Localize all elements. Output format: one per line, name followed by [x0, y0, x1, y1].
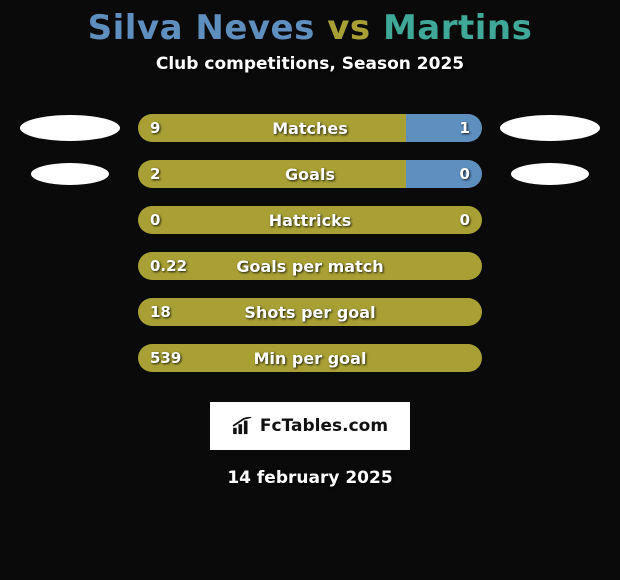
- left-value: 18: [138, 303, 183, 321]
- right-value: 0: [448, 206, 482, 234]
- vs-word: vs: [327, 8, 370, 48]
- ellipse-icon: [31, 163, 109, 185]
- fctables-logo[interactable]: FcTables.com: [210, 402, 410, 450]
- player1-name: Silva Neves: [88, 8, 315, 48]
- comparison-card: Silva Neves vs Martins Club competitions…: [0, 0, 620, 488]
- stat-row: 18Shots per goal: [0, 298, 620, 326]
- left-value: 9: [138, 119, 172, 137]
- left-value: 0: [138, 211, 172, 229]
- player2-name: Martins: [383, 8, 532, 48]
- right-value: 0: [448, 165, 482, 183]
- left-value: 539: [138, 349, 193, 367]
- stat-row: 20Goals: [0, 160, 620, 188]
- bar-left-segment: 2: [138, 160, 406, 188]
- bar-left-segment: 18: [138, 298, 482, 326]
- stat-row: 00Hattricks: [0, 206, 620, 234]
- stat-bar: 00Hattricks: [138, 206, 482, 234]
- left-value: 2: [138, 165, 172, 183]
- bar-left-segment: 9: [138, 114, 406, 142]
- stat-bar: 539Min per goal: [138, 344, 482, 372]
- bar-left-segment: 0: [138, 206, 482, 234]
- right-value: 1: [448, 119, 482, 137]
- stat-bar: 18Shots per goal: [138, 298, 482, 326]
- left-value: 0.22: [138, 257, 199, 275]
- logo-text: FcTables.com: [260, 416, 388, 436]
- stat-rows: 91Matches20Goals00Hattricks0.22Goals per…: [0, 114, 620, 390]
- left-indicator: [20, 163, 120, 185]
- ellipse-icon: [20, 115, 120, 141]
- subtitle: Club competitions, Season 2025: [156, 54, 464, 74]
- right-indicator: [500, 115, 600, 141]
- bar-right-segment: 0: [406, 160, 482, 188]
- stat-bar: 91Matches: [138, 114, 482, 142]
- stat-row: 91Matches: [0, 114, 620, 142]
- ellipse-icon: [511, 163, 589, 185]
- bar-right-segment: 1: [406, 114, 482, 142]
- stat-bar: 20Goals: [138, 160, 482, 188]
- ellipse-icon: [500, 115, 600, 141]
- stat-row: 0.22Goals per match: [0, 252, 620, 280]
- stat-bar: 0.22Goals per match: [138, 252, 482, 280]
- date-label: 14 february 2025: [227, 468, 392, 488]
- bar-left-segment: 0.22: [138, 252, 482, 280]
- left-indicator: [20, 115, 120, 141]
- stat-row: 539Min per goal: [0, 344, 620, 372]
- chart-icon: [232, 417, 254, 435]
- right-indicator: [500, 163, 600, 185]
- page-title: Silva Neves vs Martins: [88, 8, 533, 48]
- bar-left-segment: 539: [138, 344, 482, 372]
